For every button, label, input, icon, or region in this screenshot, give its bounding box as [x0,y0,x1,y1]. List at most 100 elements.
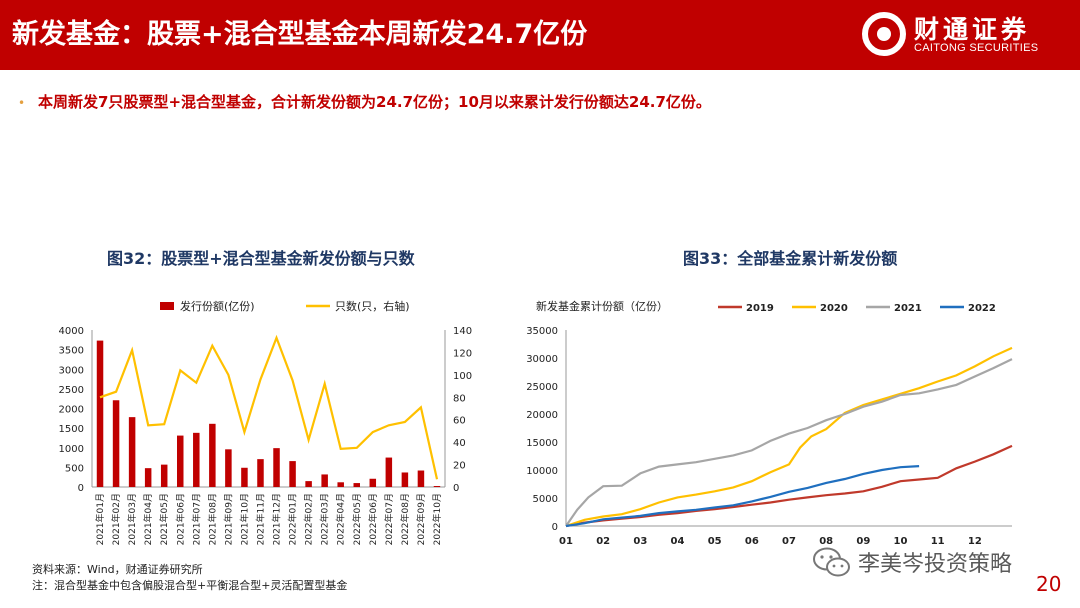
logo-emblem-icon [862,12,906,56]
y-tick-label: 4000 [59,326,84,337]
summary-bullet: 本周新发7只股票型+混合型基金，合计新发份额为24.7亿份；10月以来累计发行份… [38,93,711,111]
x-tick-label: 2022年01月 [287,493,299,545]
legend-label-line: 只数(只，右轴) [335,299,410,313]
x-tick-label: 08 [819,536,833,547]
x-tick-label: 02 [596,536,610,547]
y2-tick-label: 0 [453,483,459,494]
bar [128,417,136,487]
chart33-title: 图33：全部基金累计新发份额 [683,249,898,268]
x-tick-label: 2021年11月 [254,493,266,545]
x-tick-label: 2022年02月 [303,493,315,545]
source-note: 资料来源：Wind，财通证券研究所 [32,563,203,576]
x-tick-label: 2021年04月 [142,493,154,545]
y-tick-label: 10000 [526,466,558,477]
bar [353,483,360,487]
bar [369,478,377,487]
x-tick-label: 09 [856,536,870,547]
bar [112,400,120,487]
y-tick-label: 2000 [59,405,84,416]
logo-english-name: CAITONG SECURITIES [914,42,1039,54]
bar [193,432,200,487]
bar [433,486,441,487]
bar [273,448,280,487]
y-tick-label: 3000 [59,365,84,376]
bar [385,457,393,487]
x-tick-label: 06 [745,536,759,547]
x-tick-label: 2021年01月 [94,493,106,545]
series-line-2022 [565,465,920,528]
x-tick-label: 01 [559,536,573,547]
y2-tick-label: 80 [453,393,466,404]
x-tick-label: 2022年05月 [351,493,363,545]
x-tick-label: 2022年08月 [399,493,411,545]
logo-name: 财通证券 [914,15,1031,44]
x-tick-label: 12 [968,536,982,547]
bar [337,482,344,487]
y-tick-label: 25000 [526,382,558,393]
chart32-title: 图32：股票型+混合型基金新发份额与只数 [107,249,415,268]
bar [257,459,264,487]
y-tick-label: 3500 [59,346,84,357]
y-tick-label: 500 [65,463,84,474]
x-tick-label: 2022年04月 [335,493,347,545]
legend-label: 2022 [968,303,996,314]
wechat-icon [813,547,850,577]
x-tick-label: 2021年06月 [174,493,186,545]
y-tick-label: 1000 [59,444,84,455]
y-tick-label: 15000 [526,438,558,449]
title-bar: 新发基金：股票+混合型基金本周新发24.7亿份 财通证券 CAITONG SEC… [0,0,1080,70]
bar [209,423,216,487]
page-title: 新发基金：股票+混合型基金本周新发24.7亿份 [12,19,588,50]
y2-tick-label: 100 [453,371,472,382]
series-line-2021 [565,358,1013,527]
bar [225,449,232,487]
bar [177,435,184,487]
bar [305,481,312,487]
company-logo: 财通证券 CAITONG SECURITIES [858,8,1073,62]
legend-swatch-bars [160,302,174,310]
y-tick-label: 20000 [526,410,558,421]
y2-tick-label: 20 [453,461,466,472]
x-tick-label: 2021年08月 [206,493,218,545]
bar [321,474,328,487]
x-tick-label: 2021年07月 [190,493,202,545]
y-tick-label: 1500 [59,424,84,435]
x-tick-label: 2022年06月 [367,493,379,545]
x-tick-label: 04 [671,536,685,547]
x-tick-label: 2021年03月 [126,493,138,545]
x-tick-label: 11 [931,536,945,547]
bar [417,470,425,487]
y-tick-label: 0 [552,522,558,533]
x-tick-label: 2021年05月 [158,493,170,545]
x-tick-label: 2022年03月 [319,493,331,545]
y-tick-label: 5000 [533,494,558,505]
x-tick-label: 2021年10月 [238,493,250,545]
legend-label: 2020 [820,303,848,314]
legend-label-bars: 发行份额(亿份) [180,299,255,313]
bar [144,468,152,487]
series-line-2020 [565,346,1013,528]
x-tick-label: 2022年10月 [431,493,443,545]
series-line-2019 [565,444,1013,528]
watermark-text: 李美岑投资策略 [858,552,1013,577]
count-line [99,334,439,480]
footnote: 注：混合型基金中包含偏股混合型+平衡混合型+灵活配置型基金 [32,579,348,592]
bar [96,340,104,487]
bar [160,464,168,487]
x-tick-label: 2022年09月 [415,493,427,545]
x-tick-label: 03 [633,536,647,547]
y2-tick-label: 120 [453,348,472,359]
page-number: 20 [1036,572,1062,596]
y2-tick-label: 140 [453,326,472,337]
y-tick-label: 0 [78,483,84,494]
y2-tick-label: 40 [453,438,466,449]
y-tick-label: 30000 [526,354,558,365]
x-tick-label: 05 [708,536,722,547]
bar [241,467,248,487]
legend-label: 2019 [746,303,774,314]
x-tick-label: 2021年02月 [110,493,122,545]
bullet-icon: • [18,96,26,110]
x-tick-label: 2021年09月 [222,493,234,545]
x-tick-label: 2022年07月 [383,493,395,545]
legend-label: 2021 [894,303,922,314]
